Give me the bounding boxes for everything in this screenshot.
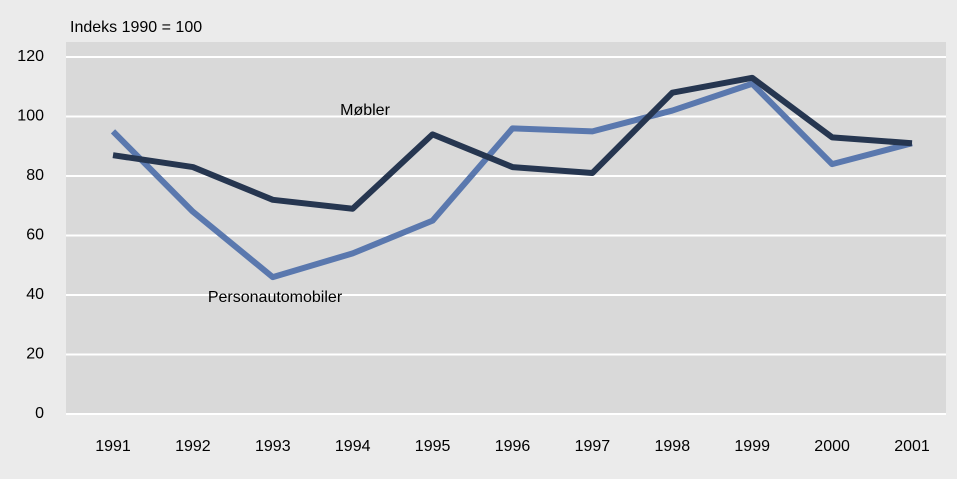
y-axis-label: Indeks 1990 = 100 [70,19,202,36]
plot-area [66,42,946,415]
y-tick-label: 100 [17,108,44,125]
y-tick-label: 0 [35,405,44,422]
x-tick-label: 1996 [495,438,531,455]
x-tick-label: 1998 [655,438,691,455]
series-label: Personautomobiler [208,289,343,306]
x-tick-label: 1991 [95,438,131,455]
y-tick-label: 20 [26,346,44,363]
x-tick-label: 1995 [415,438,451,455]
x-tick-label: 2001 [894,438,930,455]
x-tick-label: 1992 [175,438,211,455]
y-tick-label: 60 [26,227,44,244]
series-label: Møbler [340,102,390,119]
y-tick-label: 80 [26,167,44,184]
y-tick-label: 40 [26,286,44,303]
y-tick-label: 120 [17,48,44,65]
line-series [110,80,913,281]
x-tick-label: 1997 [575,438,611,455]
x-tick-label: 2000 [814,438,850,455]
line-series [112,74,913,212]
x-tick-label: 1993 [255,438,291,455]
x-tick-label: 1999 [734,438,770,455]
x-tick-label: 1994 [335,438,371,455]
